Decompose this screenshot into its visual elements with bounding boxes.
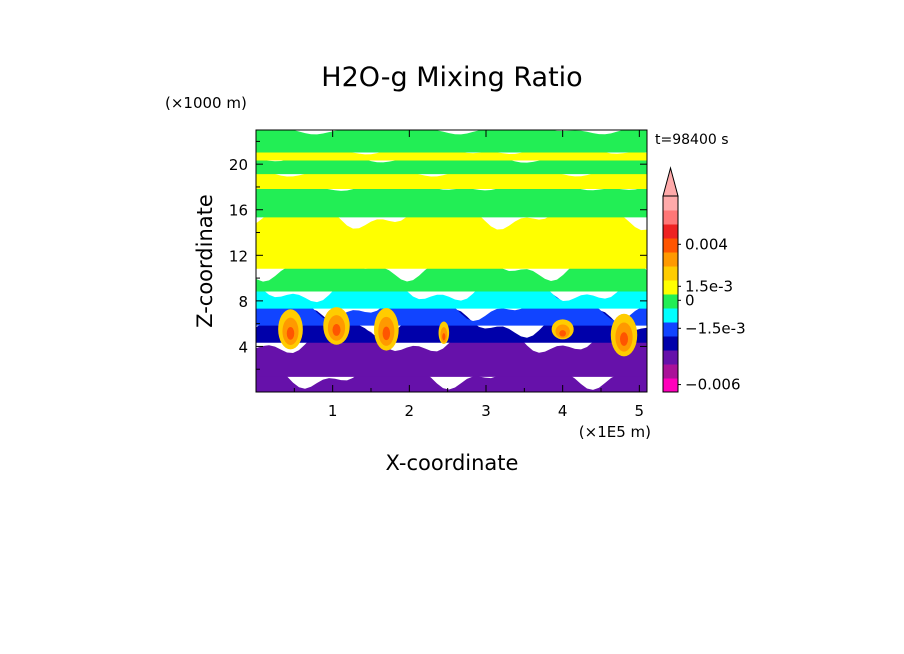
y-tick-label: 4 [238, 338, 248, 356]
colorbar-level [663, 196, 678, 211]
colorbar-level [663, 224, 678, 239]
y-axis-label: Z-coordinate [193, 194, 217, 328]
contour-band [256, 130, 647, 153]
heatmap-field [256, 130, 647, 392]
contour-band [256, 251, 647, 292]
colorbar: −0.006 −1.5e-3 01.5e-3 0.004 [662, 166, 746, 394]
colorbar-level [663, 336, 678, 351]
contour-band [256, 360, 647, 392]
colorbar-level [663, 238, 678, 253]
x-unit-label: (×1E5 m) [579, 423, 651, 441]
x-tick-label: 2 [405, 402, 415, 420]
colorbar-extend-arrow [662, 166, 679, 197]
x-tick-label: 1 [328, 402, 338, 420]
colorbar-level [663, 266, 678, 281]
y-unit-label: (×1000 m) [165, 94, 247, 112]
x-tick-label: 3 [481, 402, 491, 420]
colorbar-level [663, 364, 678, 379]
contour-band [256, 182, 647, 218]
colorbar-level [663, 322, 678, 337]
plume-hotspot [382, 326, 391, 341]
plume-hotspot [442, 333, 446, 341]
colorbar-label: −1.5e-3 [685, 319, 746, 337]
colorbar-level [663, 280, 678, 295]
plot-frame [255, 129, 648, 393]
time-label: t=98400 s [655, 132, 729, 148]
colorbar-level [663, 350, 678, 365]
x-tick-label: 4 [558, 402, 568, 420]
y-tick-label: 16 [229, 202, 248, 220]
y-axis: 4 8 12 16 20 [229, 140, 647, 370]
colorbar-level [663, 210, 678, 225]
colorbar-frame [662, 195, 679, 393]
colorbar-label: 0.004 [685, 235, 728, 253]
plume-hotspot [559, 330, 567, 337]
x-tick-label: 5 [635, 402, 645, 420]
contour-band [256, 308, 647, 343]
y-tick-label: 8 [238, 293, 248, 311]
colorbar-label: 1.5e-3 [685, 277, 733, 295]
x-axis: 1 2 3 4 5 [293, 130, 645, 420]
chart-title: H2O-g Mixing Ratio [321, 62, 582, 93]
colorbar-level [663, 294, 678, 309]
colorbar-level [663, 308, 678, 323]
contour-band [256, 201, 647, 269]
colorbar-level [663, 378, 678, 393]
y-tick-label: 12 [229, 247, 248, 265]
plume-hotspot [619, 332, 629, 346]
colorbar-label: 0 [685, 291, 695, 309]
colorbar-label: −0.006 [685, 376, 741, 394]
x-axis-label: X-coordinate [386, 451, 519, 475]
plume-hotspot [332, 323, 341, 336]
plume-hotspot [286, 326, 295, 340]
y-tick-label: 20 [229, 156, 248, 174]
colorbar-level [663, 252, 678, 267]
